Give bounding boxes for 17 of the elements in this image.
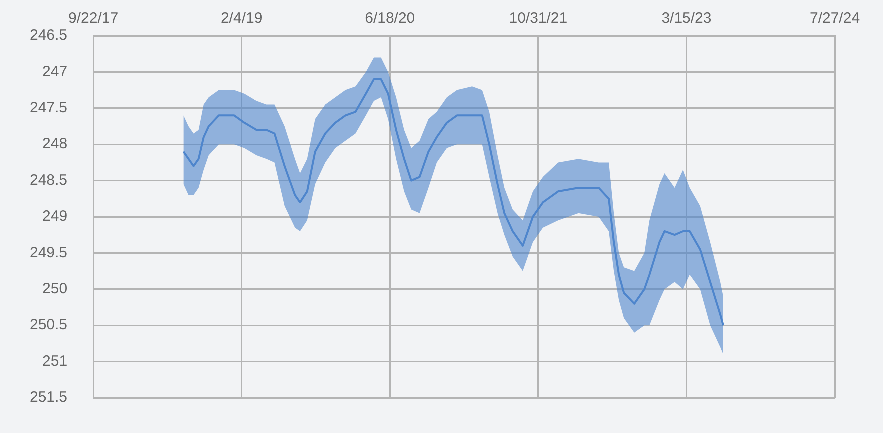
y-tick-label: 247 (42, 63, 68, 80)
y-tick-label: 248 (42, 136, 68, 153)
y-tick-label: 250.5 (30, 316, 68, 334)
x-tick-label: 7/27/24 (810, 10, 860, 28)
x-tick-label: 9/22/17 (68, 10, 119, 28)
y-tick-label: 246.5 (30, 27, 68, 44)
y-tick-label: 249 (42, 208, 68, 226)
x-tick-label: 3/15/23 (662, 10, 712, 28)
y-tick-label: 247.5 (30, 100, 68, 117)
y-tick-label: 251 (42, 352, 68, 370)
y-tick-label: 249.5 (30, 244, 68, 262)
y-tick-label: 251.5 (30, 389, 68, 406)
x-tick-label: 2/4/19 (220, 10, 263, 28)
x-tick-label: 6/18/20 (365, 10, 416, 28)
y-tick-label: 250 (42, 280, 68, 298)
y-tick-label: 248.5 (30, 172, 68, 189)
x-tick-label: 10/31/21 (509, 10, 568, 28)
